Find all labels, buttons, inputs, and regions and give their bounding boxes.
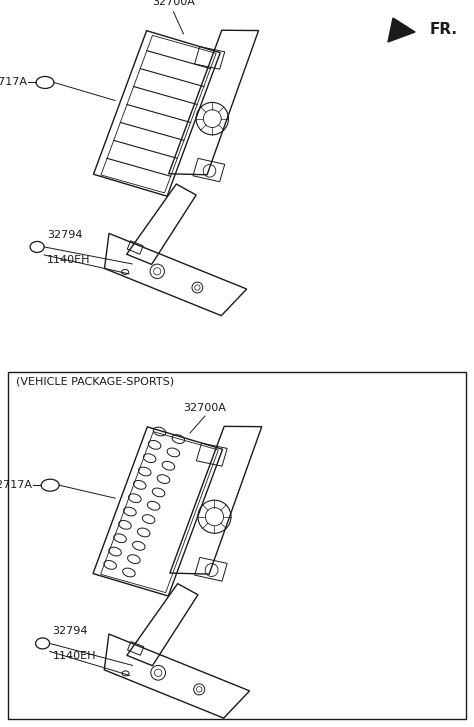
Text: 32794: 32794 [53, 627, 88, 636]
Text: 1140EH: 1140EH [53, 651, 96, 662]
Text: 32700A: 32700A [152, 0, 195, 7]
Text: (VEHICLE PACKAGE-SPORTS): (VEHICLE PACKAGE-SPORTS) [16, 377, 174, 387]
Text: 32717A: 32717A [0, 481, 32, 490]
Text: 32700A: 32700A [183, 403, 227, 413]
Text: 1140EH: 1140EH [47, 255, 91, 265]
Polygon shape [388, 18, 415, 42]
Text: 32717A: 32717A [0, 78, 27, 87]
Bar [8, 372, 466, 719]
Text: FR.: FR. [430, 22, 458, 37]
Text: 32794: 32794 [47, 230, 82, 240]
